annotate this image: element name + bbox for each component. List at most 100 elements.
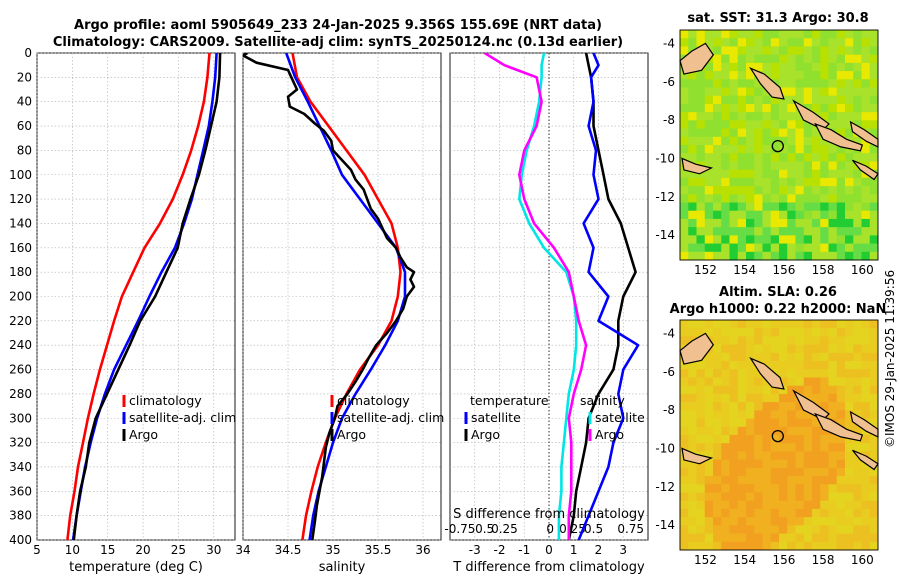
- map-cell: [803, 145, 813, 154]
- map-cell: [729, 418, 739, 428]
- map-cell: [869, 328, 879, 337]
- map-cell: [746, 369, 755, 378]
- map-cell: [762, 541, 772, 551]
- map-cell: [853, 243, 862, 253]
- map-cell: [812, 46, 821, 56]
- map-cell: [820, 426, 829, 436]
- map-cell: [828, 161, 838, 171]
- map-cell: [729, 541, 739, 551]
- map-cell: [704, 467, 714, 477]
- depth-tick-label: 0: [24, 46, 32, 60]
- map-cell: [704, 500, 714, 510]
- map-cell: [762, 361, 772, 370]
- map-cell: [737, 128, 747, 138]
- map-cell: [845, 533, 854, 543]
- map-cell: [845, 218, 854, 228]
- map-cell: [812, 451, 821, 461]
- map-cell: [762, 120, 772, 129]
- map-cell: [713, 361, 722, 370]
- map-cell: [770, 243, 780, 253]
- map-cell: [869, 194, 879, 203]
- map-cell: [754, 517, 763, 526]
- map-cell: [770, 393, 780, 403]
- map-cell: [746, 71, 755, 80]
- map-cell: [820, 235, 829, 244]
- map-cell: [680, 320, 689, 329]
- map-cell: [853, 393, 862, 403]
- map-cell: [820, 210, 829, 220]
- map-cell: [803, 541, 813, 551]
- map-cell: [704, 426, 714, 436]
- map-cell: [713, 112, 722, 121]
- map-cell: [762, 336, 772, 346]
- map-cell: [713, 443, 722, 452]
- map-cell: [845, 38, 854, 47]
- map-cell: [869, 361, 879, 370]
- map-cell: [729, 251, 739, 261]
- map-cell: [770, 54, 780, 64]
- map-cell: [828, 202, 838, 212]
- map-cell: [853, 136, 862, 146]
- map-cell: [828, 484, 838, 493]
- map-cell: [721, 508, 730, 518]
- map-cell: [795, 467, 805, 477]
- map-cell: [779, 95, 788, 105]
- map-cell: [820, 377, 829, 387]
- map-cell: [688, 177, 697, 187]
- map-cell: [713, 186, 722, 195]
- map-cell: [704, 492, 714, 502]
- map-cell: [746, 443, 755, 452]
- map-cell: [779, 46, 788, 56]
- map-cell: [729, 38, 739, 47]
- map-cell: [704, 385, 714, 395]
- map-cell: [696, 103, 706, 113]
- map-cell: [787, 62, 796, 72]
- map-cell: [828, 145, 838, 154]
- island: [749, 66, 785, 100]
- map-cell: [737, 352, 747, 362]
- map-cell: [828, 369, 838, 378]
- map-cell: [680, 251, 689, 261]
- map-cell: [795, 443, 805, 452]
- map-cell: [737, 210, 747, 220]
- map-cell: [787, 402, 796, 411]
- map-cell: [836, 202, 846, 212]
- map-cell: [779, 443, 788, 452]
- map-cell: [869, 30, 879, 39]
- map-cell: [696, 243, 706, 253]
- map-cell: [787, 87, 796, 97]
- map-cell: [779, 508, 788, 518]
- map-cell: [762, 235, 772, 244]
- map-cell: [729, 145, 739, 154]
- map-cell: [820, 369, 829, 378]
- map-cell: [754, 46, 763, 56]
- map-cell: [680, 186, 689, 195]
- map-cell: [828, 153, 838, 162]
- map-cell: [795, 62, 805, 72]
- map-cell: [828, 541, 838, 551]
- map-cell: [853, 95, 862, 105]
- map-cell: [820, 320, 829, 329]
- map-cell: [795, 369, 805, 378]
- map-cell: [770, 328, 780, 337]
- map-cell: [704, 202, 714, 212]
- map-cell: [680, 459, 689, 469]
- map-cell: [737, 46, 747, 56]
- map-cell: [787, 517, 796, 526]
- map-cell: [795, 243, 805, 253]
- map-cell: [795, 500, 805, 510]
- map-cell: [853, 210, 862, 220]
- map-cell: [762, 210, 772, 220]
- map-cell: [853, 459, 862, 469]
- map-cell: [729, 476, 739, 485]
- legend-salinity-head: salinity: [580, 393, 625, 408]
- map-cell: [704, 186, 714, 195]
- map-cell: [845, 393, 854, 403]
- island: [681, 157, 714, 175]
- map-cell: [861, 218, 871, 228]
- map-cell: [704, 153, 714, 162]
- map-cell: [688, 38, 697, 47]
- map-cell: [787, 227, 796, 236]
- map-cell: [721, 30, 730, 39]
- map-cell: [779, 87, 788, 97]
